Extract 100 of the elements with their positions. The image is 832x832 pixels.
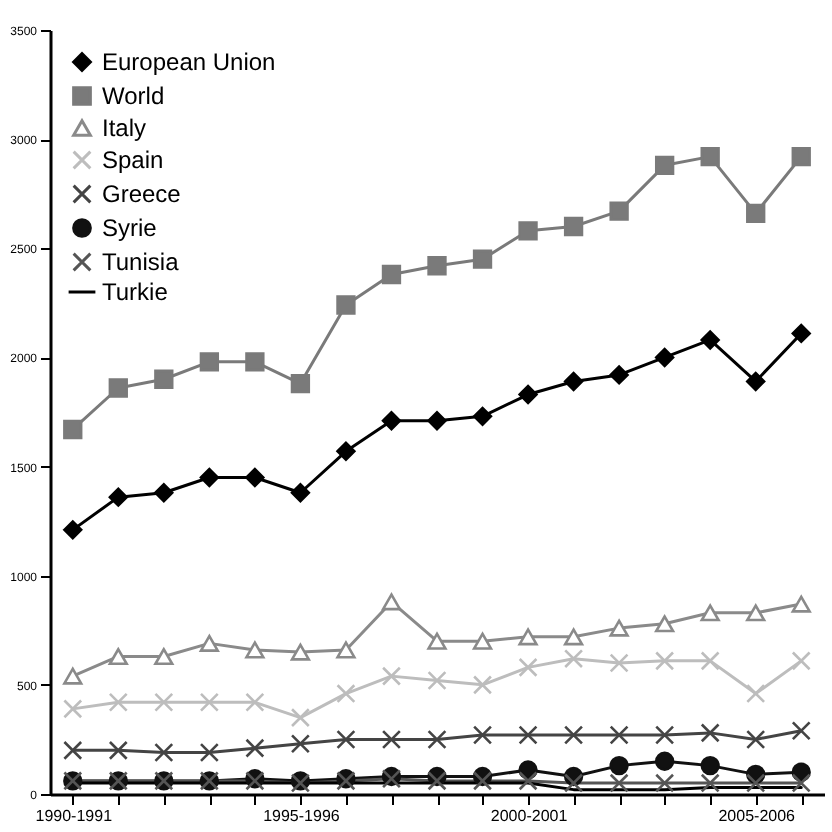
legend-label: Italy [102,114,147,142]
point [700,330,720,350]
point [518,221,538,241]
point [63,419,83,440]
x-tick-label: 2000-2001 [490,807,569,825]
point [746,729,766,750]
point [290,707,311,728]
point [791,651,811,671]
point [381,411,402,431]
point [199,692,220,712]
point [791,323,811,344]
point [336,729,356,750]
point [290,373,311,394]
point [563,628,584,646]
point [791,773,811,793]
legend-label: Turkie [102,278,169,306]
point [746,683,766,704]
point [609,201,629,221]
point [472,406,493,427]
point [746,773,766,793]
legend-label: Greece [102,180,182,208]
point [654,347,675,368]
point [290,643,311,661]
point [63,667,83,685]
point [700,723,720,743]
point [427,670,447,691]
point [563,773,584,793]
point [245,352,265,372]
point [427,256,447,276]
point [700,146,720,167]
point [472,675,493,695]
point [654,751,675,771]
point [472,725,493,745]
point [746,604,766,622]
point [791,595,811,613]
point [427,771,447,791]
point [518,771,538,791]
point [199,352,220,372]
point [154,483,174,503]
point [609,725,629,745]
legend-label: Spain [102,146,164,174]
point [336,641,356,659]
point [700,773,720,793]
point [245,692,265,712]
point [245,467,265,488]
point [654,615,675,633]
point [472,249,493,269]
point [290,483,311,503]
point [654,155,675,176]
point [63,699,83,719]
point [791,146,811,167]
point [381,729,402,750]
point [108,740,128,761]
point [518,384,538,405]
point [700,651,720,671]
point [654,773,675,793]
point [700,604,720,622]
point [154,742,174,763]
point [609,365,629,385]
point [199,742,220,763]
point [609,619,629,637]
point [108,378,128,398]
point [336,295,356,315]
point [746,203,766,224]
x-tick-label: 2005-2006 [718,807,797,825]
legend-label: Syrie [102,214,158,242]
point [472,632,493,650]
point [108,647,128,666]
point [746,371,766,392]
point [199,634,220,652]
point [290,734,311,754]
point [336,683,356,704]
point [609,653,629,673]
point [654,651,675,671]
point [381,264,402,285]
point [154,369,174,389]
point [563,725,584,745]
point [336,441,356,461]
point [427,632,447,650]
point [427,411,447,431]
legend-label: Tunisia [102,248,180,276]
point [427,729,447,750]
point [63,520,83,540]
point [199,467,220,488]
legend-label: World [102,82,165,110]
point [154,692,174,712]
point [381,666,402,686]
point [108,487,128,507]
point [245,641,265,659]
point [700,755,720,776]
point [563,649,584,669]
point [791,721,811,741]
x-tick-label: 1995-1996 [263,807,341,825]
point [472,771,493,791]
point [609,773,629,793]
point [154,647,174,666]
point [108,692,128,712]
point [63,740,83,761]
x-tick-label: 1990-1991 [35,807,114,825]
point [245,738,265,758]
